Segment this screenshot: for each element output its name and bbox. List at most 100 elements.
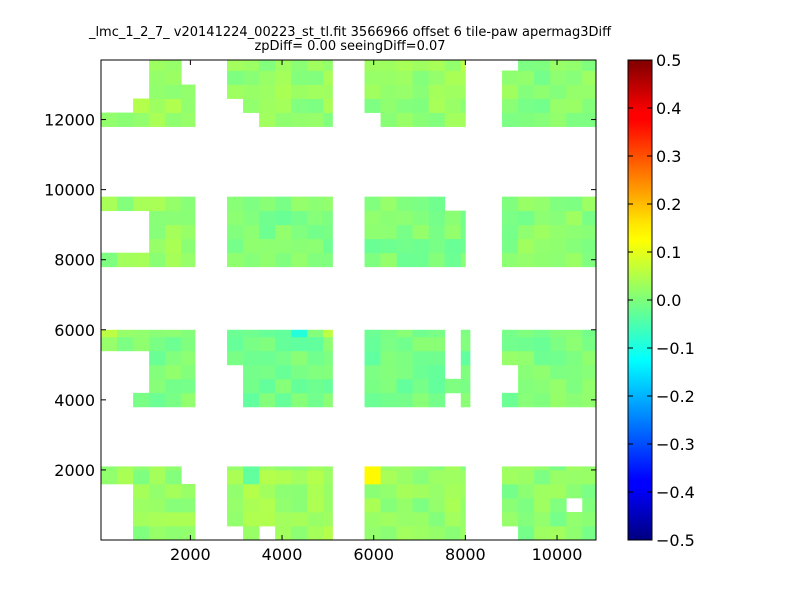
heatmap-cell — [291, 350, 308, 366]
heatmap-cell — [460, 84, 466, 99]
heatmap-cell — [582, 497, 596, 513]
heatmap-cell — [275, 70, 292, 85]
heatmap-cell — [149, 224, 166, 240]
heatmap-cell — [518, 238, 535, 254]
heatmap-cell — [259, 252, 276, 268]
heatmap-cell — [502, 350, 519, 366]
heatmap-cell — [101, 336, 118, 352]
heatmap-cell — [149, 350, 166, 366]
heatmap-cell — [582, 483, 596, 499]
heatmap-cell — [550, 196, 567, 212]
chart-title-line-1: _lmc_1_2_7_ v20141224_00223_st_tl.fit 35… — [88, 25, 612, 40]
y-tick-label: 6000 — [54, 321, 95, 340]
heatmap-cell — [149, 98, 166, 113]
heatmap-cell — [428, 224, 446, 240]
heatmap-cell — [460, 350, 471, 366]
heatmap-cell — [518, 525, 535, 540]
heatmap-cell — [149, 466, 166, 471]
heatmap-cell — [518, 511, 535, 527]
heatmap-cell — [165, 350, 182, 366]
heatmap-cell — [412, 511, 430, 527]
heatmap-cell — [133, 252, 150, 268]
heatmap-cell — [444, 497, 462, 513]
x-tick-label: 4000 — [262, 545, 303, 564]
heatmap-cell — [582, 336, 596, 352]
heatmap-cell — [259, 378, 276, 394]
heatmap-cell — [380, 392, 398, 408]
heatmap-cell — [460, 252, 466, 268]
heatmap-cell — [133, 483, 150, 499]
heatmap-cell — [412, 84, 430, 99]
heatmap-cell — [380, 525, 398, 540]
heatmap-cell — [291, 224, 308, 240]
heatmap-cell — [412, 466, 430, 471]
heatmap-cell — [243, 364, 260, 380]
heatmap-cell — [396, 483, 414, 499]
heatmap-cell — [165, 364, 182, 380]
block-row1-col4 — [502, 466, 596, 540]
heatmap-cell — [291, 525, 308, 540]
heatmap-cell — [323, 60, 333, 71]
heatmap-cell — [165, 525, 182, 540]
y-tick-label: 2000 — [54, 461, 95, 480]
heatmap-cell — [566, 252, 583, 268]
heatmap-cell — [227, 329, 244, 338]
heatmap-cell — [518, 70, 535, 85]
heatmap-cell — [380, 60, 398, 71]
heatmap-cell — [259, 329, 276, 338]
heatmap-cell — [323, 336, 333, 352]
heatmap-cell — [307, 525, 324, 540]
heatmap-cell — [444, 466, 462, 471]
block-row4-col2 — [227, 60, 333, 127]
heatmap-cell — [396, 252, 414, 268]
colorbar-tick-label: 0.1 — [656, 243, 681, 262]
heatmap-cell — [518, 252, 535, 268]
heatmap-cell — [460, 364, 471, 380]
heatmap-cell — [534, 98, 551, 113]
heatmap-cell — [460, 378, 471, 394]
heatmap-cell — [412, 196, 430, 212]
heatmap-cell — [566, 469, 583, 485]
heatmap-cell — [149, 210, 166, 226]
heatmap-cell — [550, 378, 567, 394]
heatmap-cell — [259, 336, 276, 352]
heatmap-cell — [582, 466, 596, 471]
heatmap-cell — [181, 483, 196, 499]
heatmap-cell — [380, 364, 398, 380]
heatmap-cell — [396, 364, 414, 380]
heatmap-cell — [243, 98, 260, 113]
heatmap-cell — [412, 60, 430, 71]
heatmap-cell — [566, 466, 583, 471]
heatmap-cell — [534, 497, 551, 513]
heatmap-cell — [307, 392, 324, 408]
heatmap-cell — [396, 210, 414, 226]
heatmap-cell — [502, 84, 519, 99]
heatmap-cell — [165, 70, 182, 85]
heatmap-cell — [550, 525, 567, 540]
heatmap-cell — [380, 511, 398, 527]
heatmap-cell — [117, 112, 134, 127]
heatmap-cell — [518, 84, 535, 99]
heatmap-cell — [518, 469, 535, 485]
heatmap-cell — [101, 252, 118, 268]
heatmap-cell — [412, 252, 430, 268]
heatmap-cell — [117, 336, 134, 352]
heatmap-cell — [364, 378, 381, 394]
heatmap-cell — [582, 60, 596, 71]
heatmap-cell — [117, 466, 134, 471]
heatmap-cell — [149, 378, 166, 394]
heatmap-cell — [133, 466, 150, 471]
heatmap-cell — [550, 483, 567, 499]
heatmap-cell — [275, 98, 292, 113]
heatmap-cell — [550, 60, 567, 71]
heatmap-cell — [165, 84, 182, 99]
heatmap-cell — [396, 466, 414, 471]
heatmap-cell — [165, 483, 182, 499]
heatmap-cell — [550, 392, 567, 408]
colorbar-tick-label: −0.4 — [656, 483, 695, 502]
heatmap-cell — [181, 238, 196, 254]
heatmap-cell — [364, 60, 381, 71]
heatmap-cell — [412, 336, 430, 352]
heatmap-cell — [518, 378, 535, 394]
